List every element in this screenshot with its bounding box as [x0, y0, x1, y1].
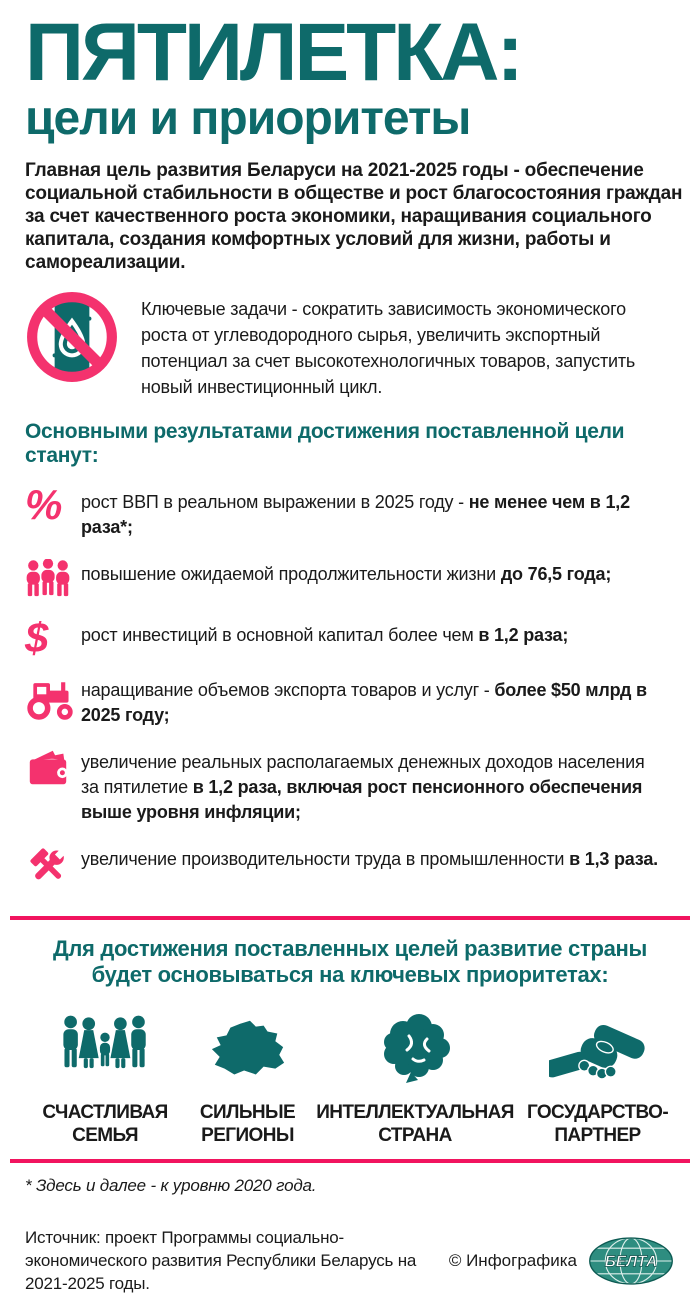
priority-item: СЧАСТЛИВАЯ СЕМЬЯ	[25, 1008, 185, 1147]
priority-label: СЧАСТЛИВАЯ СЕМЬЯ	[42, 1101, 168, 1147]
priority-label-line1: СИЛЬНЫЕ	[199, 1102, 296, 1123]
priority-label-line2: СЕМЬЯ	[72, 1125, 138, 1146]
result-text-normal: рост инвестиций в основной капитал более…	[81, 625, 479, 645]
priority-label-line2: РЕГИОНЫ	[201, 1125, 294, 1146]
result-text: повышение ожидаемой продолжительности жи…	[81, 562, 666, 587]
wallet-icon	[25, 747, 81, 789]
result-text: увеличение реальных располагаемых денежн…	[81, 750, 666, 825]
result-row: % рост ВВП в реальном выражении в 2025 г…	[25, 481, 675, 540]
priority-label: СИЛЬНЫЕ РЕГИОНЫ	[199, 1101, 296, 1147]
result-text: рост ВВП в реальном выражении в 2025 год…	[81, 490, 666, 540]
people-icon	[25, 559, 81, 601]
priority-label-line2: ПАРТНЕР	[554, 1125, 641, 1146]
priority-item: ГОСУДАРСТВО- ПАРТНЕР	[520, 1008, 675, 1147]
priority-label-line2: СТРАНА	[378, 1125, 452, 1146]
priorities-heading: Для достижения поставленных целей развит…	[52, 936, 648, 987]
source-text: Источник: проект Программы социально-эко…	[25, 1228, 417, 1293]
results-heading: Основными результатами достижения постав…	[25, 420, 625, 467]
result-text-normal: увеличение производительности труда в пр…	[81, 849, 570, 869]
section-divider	[10, 916, 690, 920]
result-text-normal: наращивание объемов экспорта товаров и у…	[81, 680, 495, 700]
credit-block: © Инфографика БЕЛТА	[449, 1236, 675, 1286]
brain-icon	[373, 1008, 457, 1088]
tractor-icon	[25, 675, 81, 721]
result-text-normal: увеличение реальных располагаемых денежн…	[81, 752, 645, 797]
family-icon	[55, 1008, 155, 1088]
dollar-glyph: $	[25, 614, 49, 661]
result-text-bold: в 1,2 раза;	[478, 625, 569, 645]
priority-item: СИЛЬНЫЕ РЕГИОНЫ	[185, 1008, 310, 1147]
result-row: $ рост инвестиций в основной капитал бол…	[25, 614, 675, 661]
key-tasks-text: Ключевые задачи - сократить зависимость …	[141, 299, 636, 397]
result-text-bold: более $50 млрд в 2025 году;	[81, 680, 647, 725]
result-text: рост инвестиций в основной капитал более…	[81, 623, 666, 648]
priority-label-line1: ИНТЕЛЛЕКТУАЛЬНАЯ	[316, 1102, 514, 1123]
footer: Источник: проект Программы социально-эко…	[25, 1226, 675, 1295]
result-row: повышение ожидаемой продолжительности жи…	[25, 559, 675, 601]
result-text-bold: не менее чем в 1,2 раза*;	[81, 492, 630, 537]
result-text-normal: повышение ожидаемой продолжительности жи…	[81, 564, 501, 584]
page-subtitle: цели и приоритеты	[25, 92, 471, 145]
result-row: увеличение производительности труда в пр…	[25, 844, 675, 888]
belarus-map-icon	[207, 1008, 289, 1088]
belta-logo-text: БЕЛТА	[605, 1253, 658, 1270]
handshake-icon	[548, 1008, 647, 1088]
page-title: ПЯТИЛЕТКА:	[25, 7, 524, 98]
intro-paragraph: Главная цель развития Беларуси на 2021-2…	[25, 160, 683, 273]
result-row: увеличение реальных располагаемых денежн…	[25, 747, 675, 825]
result-text-normal: рост ВВП в реальном выражении в 2025 год…	[81, 492, 469, 512]
no-oil-barrel-icon	[25, 290, 119, 384]
footnote: * Здесь и далее - к уровню 2020 года.	[25, 1176, 317, 1195]
priority-label-line1: СЧАСТЛИВАЯ	[42, 1102, 168, 1123]
priority-item: ИНТЕЛЛЕКТУАЛЬНАЯ СТРАНА	[310, 1008, 520, 1147]
result-text: увеличение производительности труда в пр…	[81, 847, 666, 872]
key-tasks-section: Ключевые задачи - сократить зависимость …	[25, 290, 675, 400]
priority-label-line1: ГОСУДАРСТВО-	[526, 1102, 669, 1123]
result-text: наращивание объемов экспорта товаров и у…	[81, 678, 666, 728]
section-divider	[10, 1159, 690, 1163]
priorities-row: СЧАСТЛИВАЯ СЕМЬЯ СИЛЬНЫЕ РЕГИОНЫ	[25, 1008, 675, 1147]
belta-logo: БЕЛТА	[587, 1236, 675, 1286]
percent-icon: %	[25, 481, 81, 528]
percent-glyph: %	[25, 481, 63, 528]
priority-label: ГОСУДАРСТВО- ПАРТНЕР	[526, 1101, 669, 1147]
result-row: наращивание объемов экспорта товаров и у…	[25, 675, 675, 728]
copyright-credit: © Инфографика	[448, 1250, 577, 1270]
result-text-bold: в 1,3 раза.	[569, 849, 658, 869]
result-text-bold: в 1,2 раза, включая рост пенсионного обе…	[81, 777, 643, 822]
result-text-bold: до 76,5 года;	[500, 564, 612, 584]
dollar-icon: $	[25, 614, 81, 661]
tools-icon	[25, 844, 81, 888]
priority-label: ИНТЕЛЛЕКТУАЛЬНАЯ СТРАНА	[316, 1101, 514, 1147]
